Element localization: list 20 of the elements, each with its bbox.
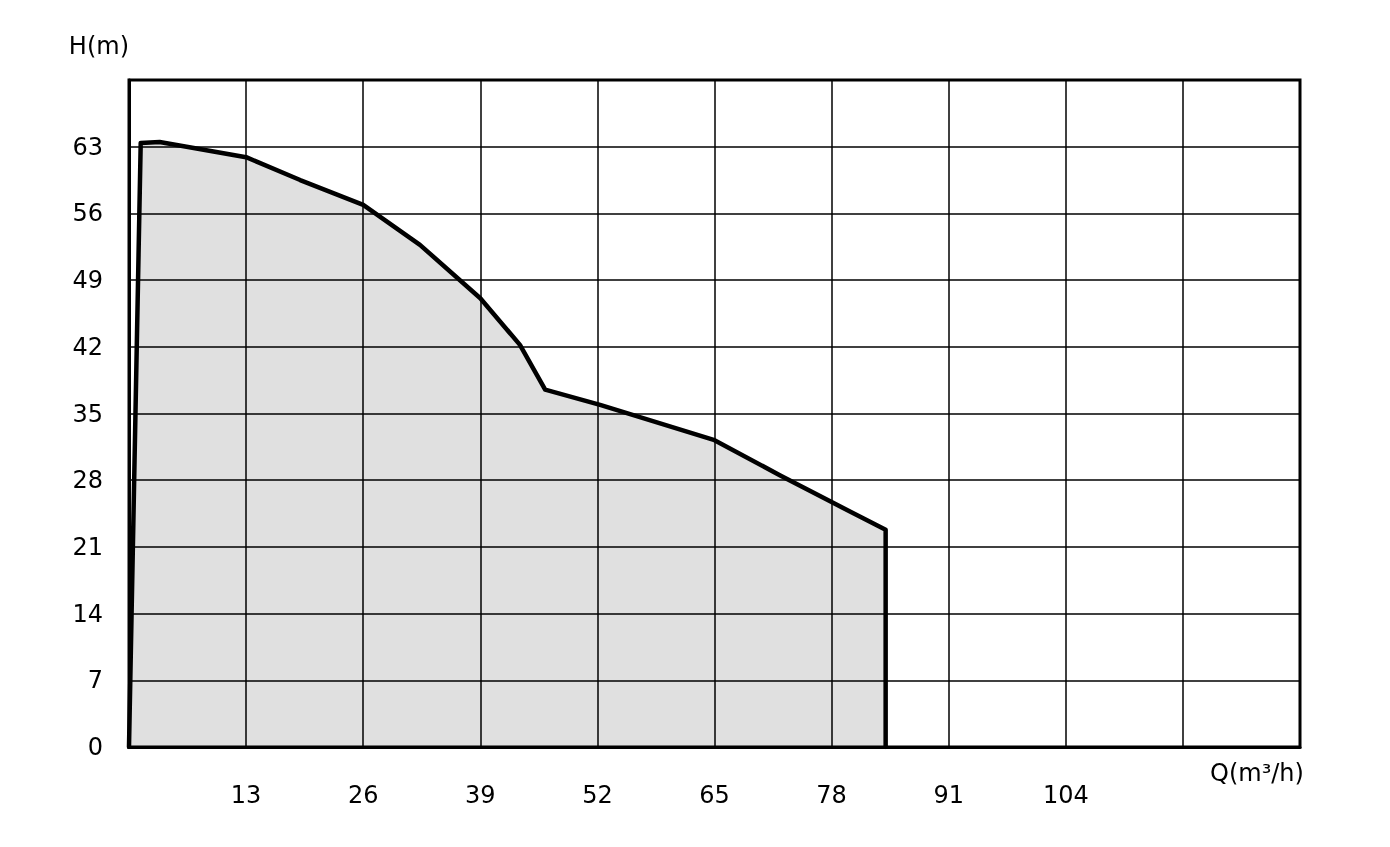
x-tick-label: 13 xyxy=(230,781,262,809)
y-tick-label: 28 xyxy=(72,466,103,495)
y-tick-label: 42 xyxy=(72,332,103,361)
y-tick-label: 0 xyxy=(87,733,103,761)
x-tick-label: 52 xyxy=(582,781,613,809)
y-tick-label: 35 xyxy=(72,399,103,428)
x-tick-label: 39 xyxy=(465,781,496,809)
y-tick-label: 14 xyxy=(72,599,103,628)
y-tick-label: 56 xyxy=(72,199,103,228)
y-tick-label: 21 xyxy=(72,532,103,561)
y-tick-label: 7 xyxy=(87,666,103,695)
x-tick-label: 91 xyxy=(933,781,964,809)
y-tick-label: 63 xyxy=(72,132,103,161)
y-axis-title: H(m) xyxy=(68,32,129,60)
x-tick-label: 78 xyxy=(816,781,847,809)
x-tick-label: 65 xyxy=(699,781,730,809)
y-tick-label: 49 xyxy=(72,266,103,295)
x-tick-label: 104 xyxy=(1042,781,1089,809)
x-tick-label: 26 xyxy=(347,781,379,809)
x-axis-title: Q(m³/h) xyxy=(1210,759,1304,787)
